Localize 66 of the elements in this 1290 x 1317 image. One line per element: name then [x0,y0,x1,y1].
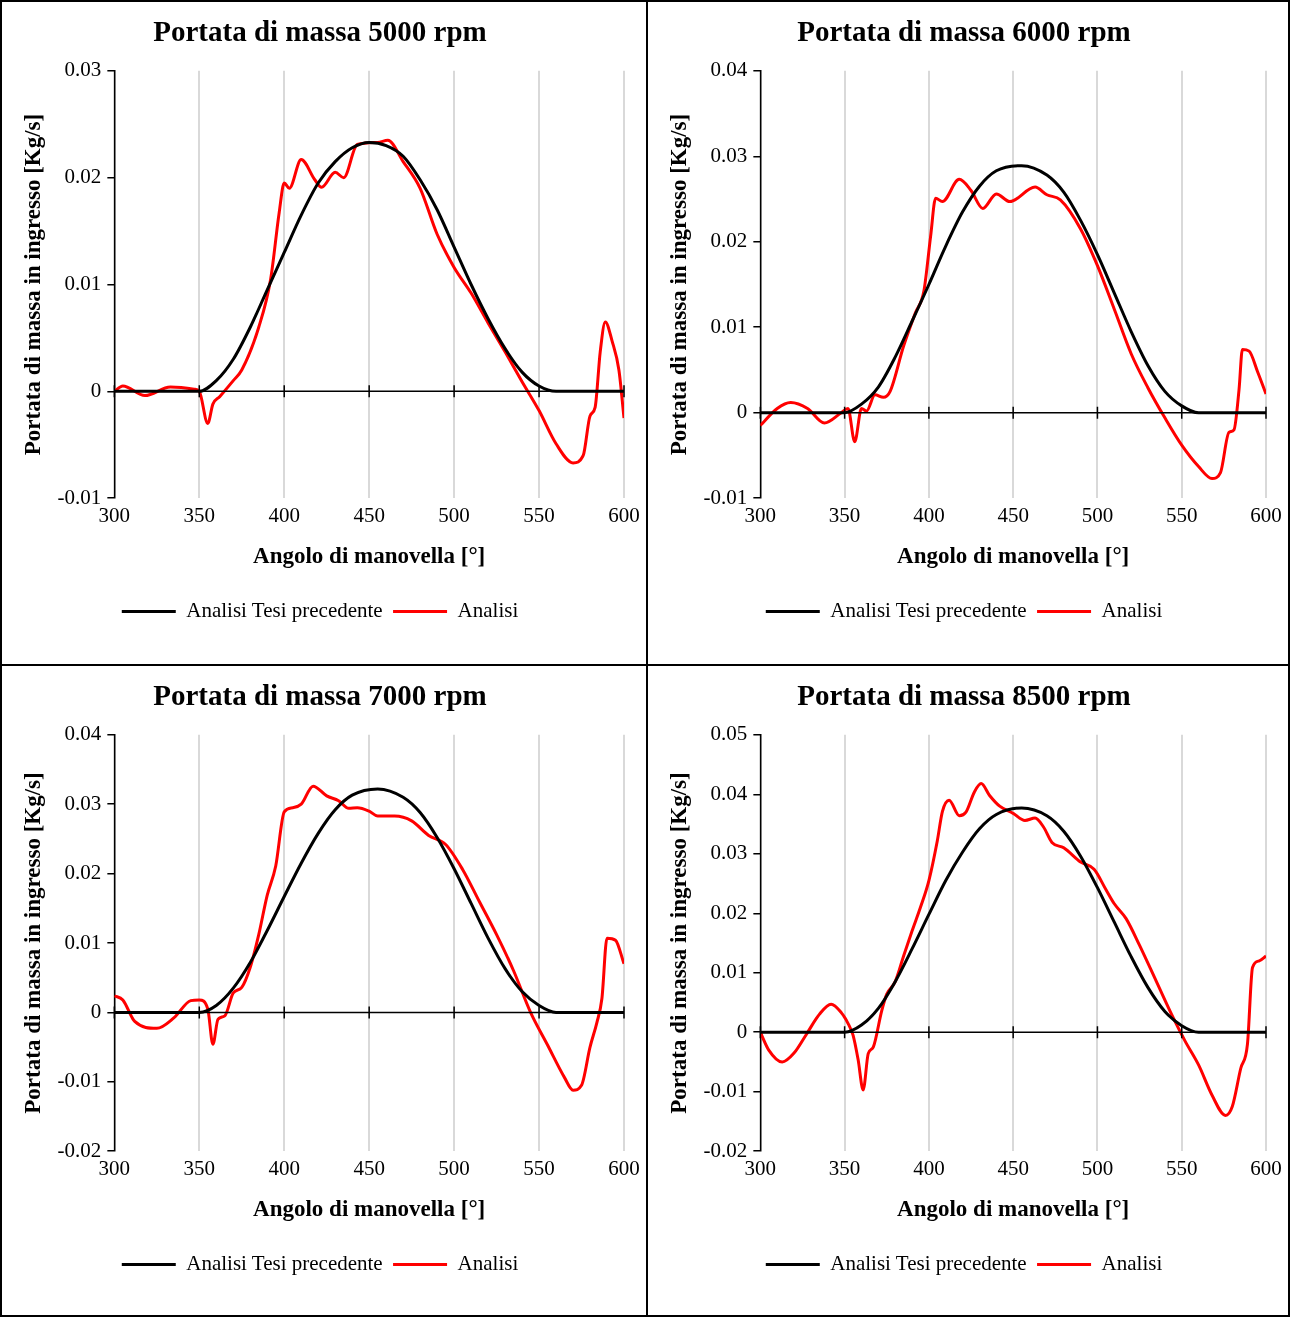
x-tick-label: 400 [268,1156,300,1181]
x-tick-label: 600 [608,503,640,528]
x-tick-label: 350 [828,1156,861,1181]
chart-title: Portata di massa 6000 rpm [797,14,1131,47]
x-axis-title: Angolo di manovella [°] [897,1196,1130,1222]
y-tick-label: 0 [90,377,102,402]
y-axis-title: Portata di massa in ingresso [Kg/s] [665,113,691,456]
y-tick-label: 0.04 [710,57,748,82]
y-tick-label: -0.01 [57,1068,102,1093]
x-tick-label: 400 [913,1156,945,1181]
chart-title: Portata di massa 7000 rpm [153,678,487,711]
x-tick-label: 600 [608,1156,640,1181]
y-tick-label: 0.03 [64,57,102,82]
y-tick-label: -0.01 [703,1078,748,1103]
y-axis-title: Portata di massa in ingresso [Kg/s] [19,772,45,1114]
x-tick-label: 600 [1250,503,1282,528]
y-tick-label: 0.02 [64,164,102,189]
x-tick-label: 500 [438,1156,470,1181]
legend-label: Analisi Tesi precedente [830,1251,1027,1276]
x-tick-label: 550 [1165,1156,1198,1181]
legend-label: Analisi [457,1251,519,1276]
legend-label: Analisi [1101,598,1163,623]
y-tick-label: 0.01 [710,313,748,338]
y-tick-label: 0.04 [710,780,748,805]
y-tick-label: 0.02 [64,860,102,885]
x-tick-label: 550 [1165,503,1198,528]
x-tick-label: 450 [997,503,1029,528]
x-tick-label: 400 [268,503,300,528]
y-tick-label: 0 [736,1018,748,1043]
x-tick-label: 350 [183,1156,216,1181]
chart-title: Portata di massa 5000 rpm [153,14,487,47]
legend-label: Analisi [1101,1251,1163,1276]
x-tick-label: 350 [828,503,861,528]
y-tick-label: 0.03 [710,840,748,865]
y-tick-label: 0.01 [64,271,102,296]
y-tick-label: 0 [90,998,102,1023]
x-tick-label: 550 [523,1156,555,1181]
chart-title: Portata di massa 8500 rpm [797,678,1131,711]
y-tick-label: 0.04 [64,721,102,746]
legend-label: Analisi Tesi precedente [186,1251,383,1276]
y-tick-label: 0.03 [710,142,748,167]
y-tick-label: 0.03 [64,790,102,815]
x-tick-label: 450 [353,503,385,528]
y-tick-label: 0.01 [710,959,748,984]
y-tick-label: 0.02 [710,228,748,253]
x-tick-label: 500 [438,503,470,528]
x-axis-title: Angolo di manovella [°] [897,543,1130,569]
y-tick-label: 0 [736,399,748,424]
y-axis-title: Portata di massa in ingresso [Kg/s] [665,772,691,1114]
x-axis-title: Angolo di manovella [°] [253,543,486,569]
legend-label: Analisi [457,598,519,623]
x-tick-label: 450 [353,1156,385,1181]
y-tick-label: 0.05 [710,721,748,746]
x-tick-label: 550 [523,503,555,528]
x-axis-title: Angolo di manovella [°] [253,1196,486,1222]
y-tick-label: 0.01 [64,929,102,954]
x-tick-label: 400 [913,503,945,528]
x-tick-label: 500 [1081,503,1114,528]
x-tick-label: 500 [1081,1156,1114,1181]
legend-label: Analisi Tesi precedente [186,598,383,623]
y-tick-label: 0.02 [710,899,748,924]
x-tick-label: 450 [997,1156,1029,1181]
legend-label: Analisi Tesi precedente [830,598,1027,623]
y-axis-title: Portata di massa in ingresso [Kg/s] [19,113,45,456]
x-tick-label: 350 [183,503,216,528]
x-tick-label: 600 [1250,1156,1282,1181]
